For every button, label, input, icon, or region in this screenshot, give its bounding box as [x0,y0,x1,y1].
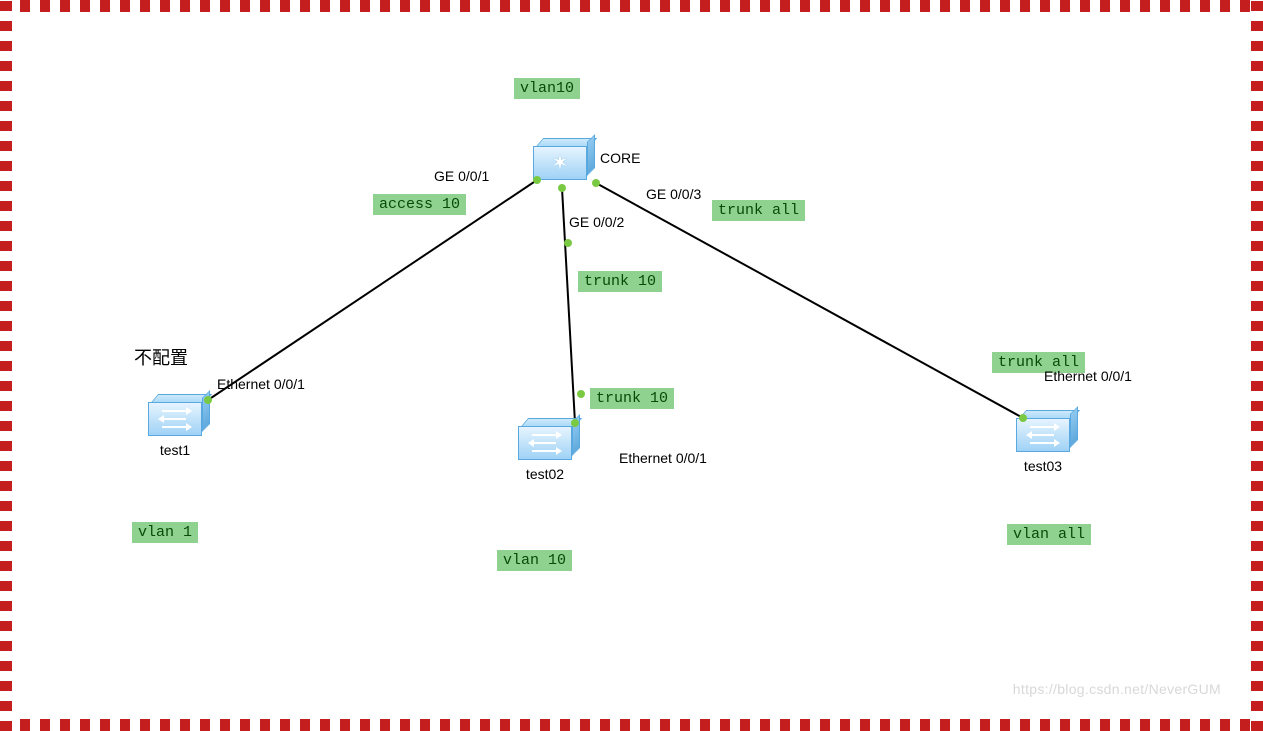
border-top [0,0,1263,12]
node-test1-label: test1 [160,442,190,458]
watermark: https://blog.csdn.net/NeverGUM [1013,681,1221,697]
node-test03-label: test03 [1024,458,1062,474]
border-left [0,0,12,731]
green-label: vlan10 [514,78,580,99]
node-core-label: CORE [600,150,640,166]
green-label: trunk all [712,200,805,221]
port-label: GE 0/0/2 [569,214,624,230]
green-label: trunk 10 [578,271,662,292]
port-label: Ethernet 0/0/1 [1044,368,1132,384]
edge-line [596,183,1023,418]
green-label: vlan all [1007,524,1091,545]
border-bottom [0,719,1263,731]
port-dot-icon [1019,414,1027,422]
access-switch-icon [1016,418,1070,452]
port-label: GE 0/0/1 [434,168,489,184]
port-dot-icon [577,390,585,398]
port-dot-icon [533,176,541,184]
port-label: Ethernet 0/0/1 [619,450,707,466]
border-right [1251,0,1263,731]
core-switch-icon: ✶ [533,146,587,180]
green-label: vlan 1 [132,522,198,543]
green-label: vlan 10 [497,550,572,571]
diagram-canvas: ✶ CORE test1 [18,18,1245,713]
access-switch-icon [148,402,202,436]
node-test1: test1 [148,402,202,448]
node-test02-label: test02 [526,466,564,482]
port-label: GE 0/0/3 [646,186,701,202]
port-dot-icon [558,184,566,192]
port-dot-icon [564,239,572,247]
access-switch-icon [518,426,572,460]
star-icon: ✶ [551,152,569,174]
node-test03: test03 [1016,418,1070,464]
port-dot-icon [571,419,579,427]
port-dot-icon [592,179,600,187]
cn-annotation: 不配置 [134,344,188,370]
green-label: access 10 [373,194,466,215]
node-test02: test02 [518,426,572,472]
diagram-stage: ✶ CORE test1 [0,0,1263,731]
green-label: trunk 10 [590,388,674,409]
port-dot-icon [204,396,212,404]
port-label: Ethernet 0/0/1 [217,376,305,392]
